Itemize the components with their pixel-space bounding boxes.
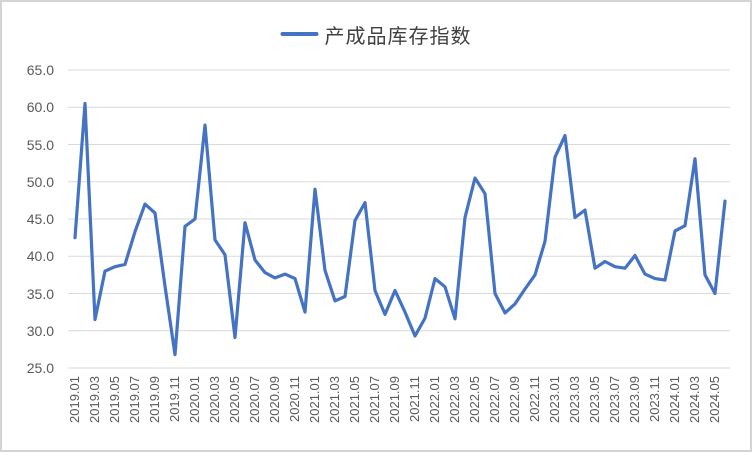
y-axis-tick-label: 55.0 xyxy=(26,136,54,153)
y-axis-tick-label: 50.0 xyxy=(26,173,54,190)
x-axis-tick-label: 2020.07 xyxy=(247,376,262,423)
x-axis-tick-label: 2022.05 xyxy=(467,376,482,423)
x-axis-tick-label: 2022.11 xyxy=(527,376,542,423)
x-axis-tick-label: 2023.09 xyxy=(627,376,642,423)
x-axis-tick-label: 2021.05 xyxy=(347,376,362,423)
x-axis-tick-label: 2022.07 xyxy=(487,376,502,423)
x-axis-tick-label: 2023.05 xyxy=(587,376,602,423)
x-axis-tick-label: 2023.03 xyxy=(567,376,582,423)
x-axis-tick-label: 2021.01 xyxy=(307,376,322,423)
y-axis-tick-label: 40.0 xyxy=(26,248,54,265)
x-axis-tick-label: 2024.01 xyxy=(667,376,682,423)
x-axis-tick-label: 2019.09 xyxy=(147,376,162,423)
x-axis-tick-label: 2021.03 xyxy=(327,376,342,423)
x-axis-tick-label: 2019.07 xyxy=(127,376,142,423)
legend-series-label: 产成品库存指数 xyxy=(324,25,472,48)
x-axis-tick-label: 2024.03 xyxy=(687,376,702,423)
y-axis-tick-label: 65.0 xyxy=(26,62,54,78)
y-axis-tick-label: 45.0 xyxy=(26,211,54,227)
y-axis-tick-label: 25.0 xyxy=(26,360,54,376)
x-axis-tick-label: 2020.01 xyxy=(187,376,202,423)
y-axis-tick-label: 35.0 xyxy=(26,285,54,302)
x-axis-tick-label: 2024.05 xyxy=(707,376,722,423)
x-axis-tick-label: 2022.03 xyxy=(447,376,462,423)
x-axis-tick-label: 2021.07 xyxy=(367,376,382,423)
x-axis-tick-label: 2021.09 xyxy=(387,376,402,423)
x-axis-tick-label: 2020.09 xyxy=(267,376,282,423)
y-axis-tick-label: 60.0 xyxy=(26,99,54,116)
x-axis-tick-label: 2019.11 xyxy=(167,376,182,423)
x-axis-tick-label: 2023.07 xyxy=(607,376,622,423)
x-axis-tick-label: 2020.11 xyxy=(287,376,302,423)
x-axis-tick-label: 2023.11 xyxy=(647,376,662,423)
x-axis-tick-label: 2019.05 xyxy=(107,376,122,423)
x-axis-tick-label: 2023.01 xyxy=(547,376,562,423)
x-axis-tick-label: 2021.11 xyxy=(407,376,422,423)
x-axis-tick-label: 2019.03 xyxy=(87,376,102,423)
y-axis-tick-label: 30.0 xyxy=(26,322,54,339)
x-axis-tick-label: 2022.09 xyxy=(507,376,522,423)
x-axis-tick-label: 2022.01 xyxy=(427,376,442,423)
x-axis-tick-label: 2020.03 xyxy=(207,376,222,423)
legend-line-marker xyxy=(280,32,319,36)
x-axis-tick-label: 2020.05 xyxy=(227,376,242,423)
legend[interactable]: 产成品库存指数 xyxy=(280,21,472,48)
series-line-finished-goods-inventory xyxy=(73,101,727,357)
x-axis-tick-label: 2019.01 xyxy=(67,376,82,423)
